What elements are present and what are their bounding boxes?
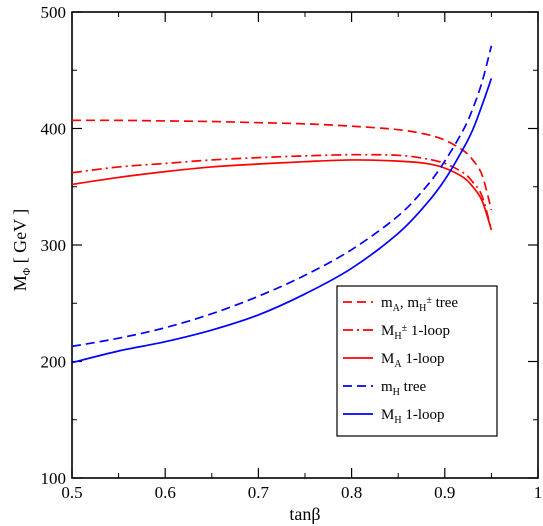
y-axis-label: MΦ [ GeV ] [10, 209, 33, 291]
x-tick-label: 0.7 [248, 483, 270, 502]
x-tick-label: 1 [534, 483, 543, 502]
series-line-0 [71, 119, 493, 211]
x-axis-label: tanβ [289, 504, 320, 524]
series-line-1 [71, 153, 493, 231]
x-tick-label: 0.8 [341, 483, 362, 502]
tick-labels-group: 0.5 0.6 0.7 0.8 0.9 1 100 200 300 400 500 [41, 3, 543, 502]
legend-label-1: MH± 1-loop [381, 323, 450, 342]
ticks-group [71, 11, 539, 479]
y-tick-label: 400 [41, 120, 67, 139]
legend-label-0: mA, mH± tree [381, 295, 458, 314]
series-line-4 [71, 78, 493, 364]
legend-label-4: MH 1-loop [381, 407, 445, 426]
series-group [71, 45, 493, 364]
x-tick-label: 0.9 [434, 483, 455, 502]
y-tick-label: 100 [41, 469, 67, 488]
x-tick-label: 0.5 [61, 483, 82, 502]
x-tick-label: 0.6 [155, 483, 176, 502]
series-line-3 [71, 45, 493, 348]
legend: mA, mH± tree MH± 1-loop MA 1-loop mH tree MH… [336, 285, 498, 437]
y-tick-label: 300 [41, 236, 67, 255]
legend-label-2: MA 1-loop [381, 351, 445, 370]
legend-label-3: mH tree [381, 379, 426, 398]
y-tick-label: 500 [41, 3, 67, 22]
series-line-2 [71, 159, 493, 231]
svg-text:MΦ [ GeV ]: MΦ [ GeV ] [10, 209, 33, 291]
legend-box [336, 285, 498, 437]
y-tick-label: 200 [41, 353, 67, 372]
